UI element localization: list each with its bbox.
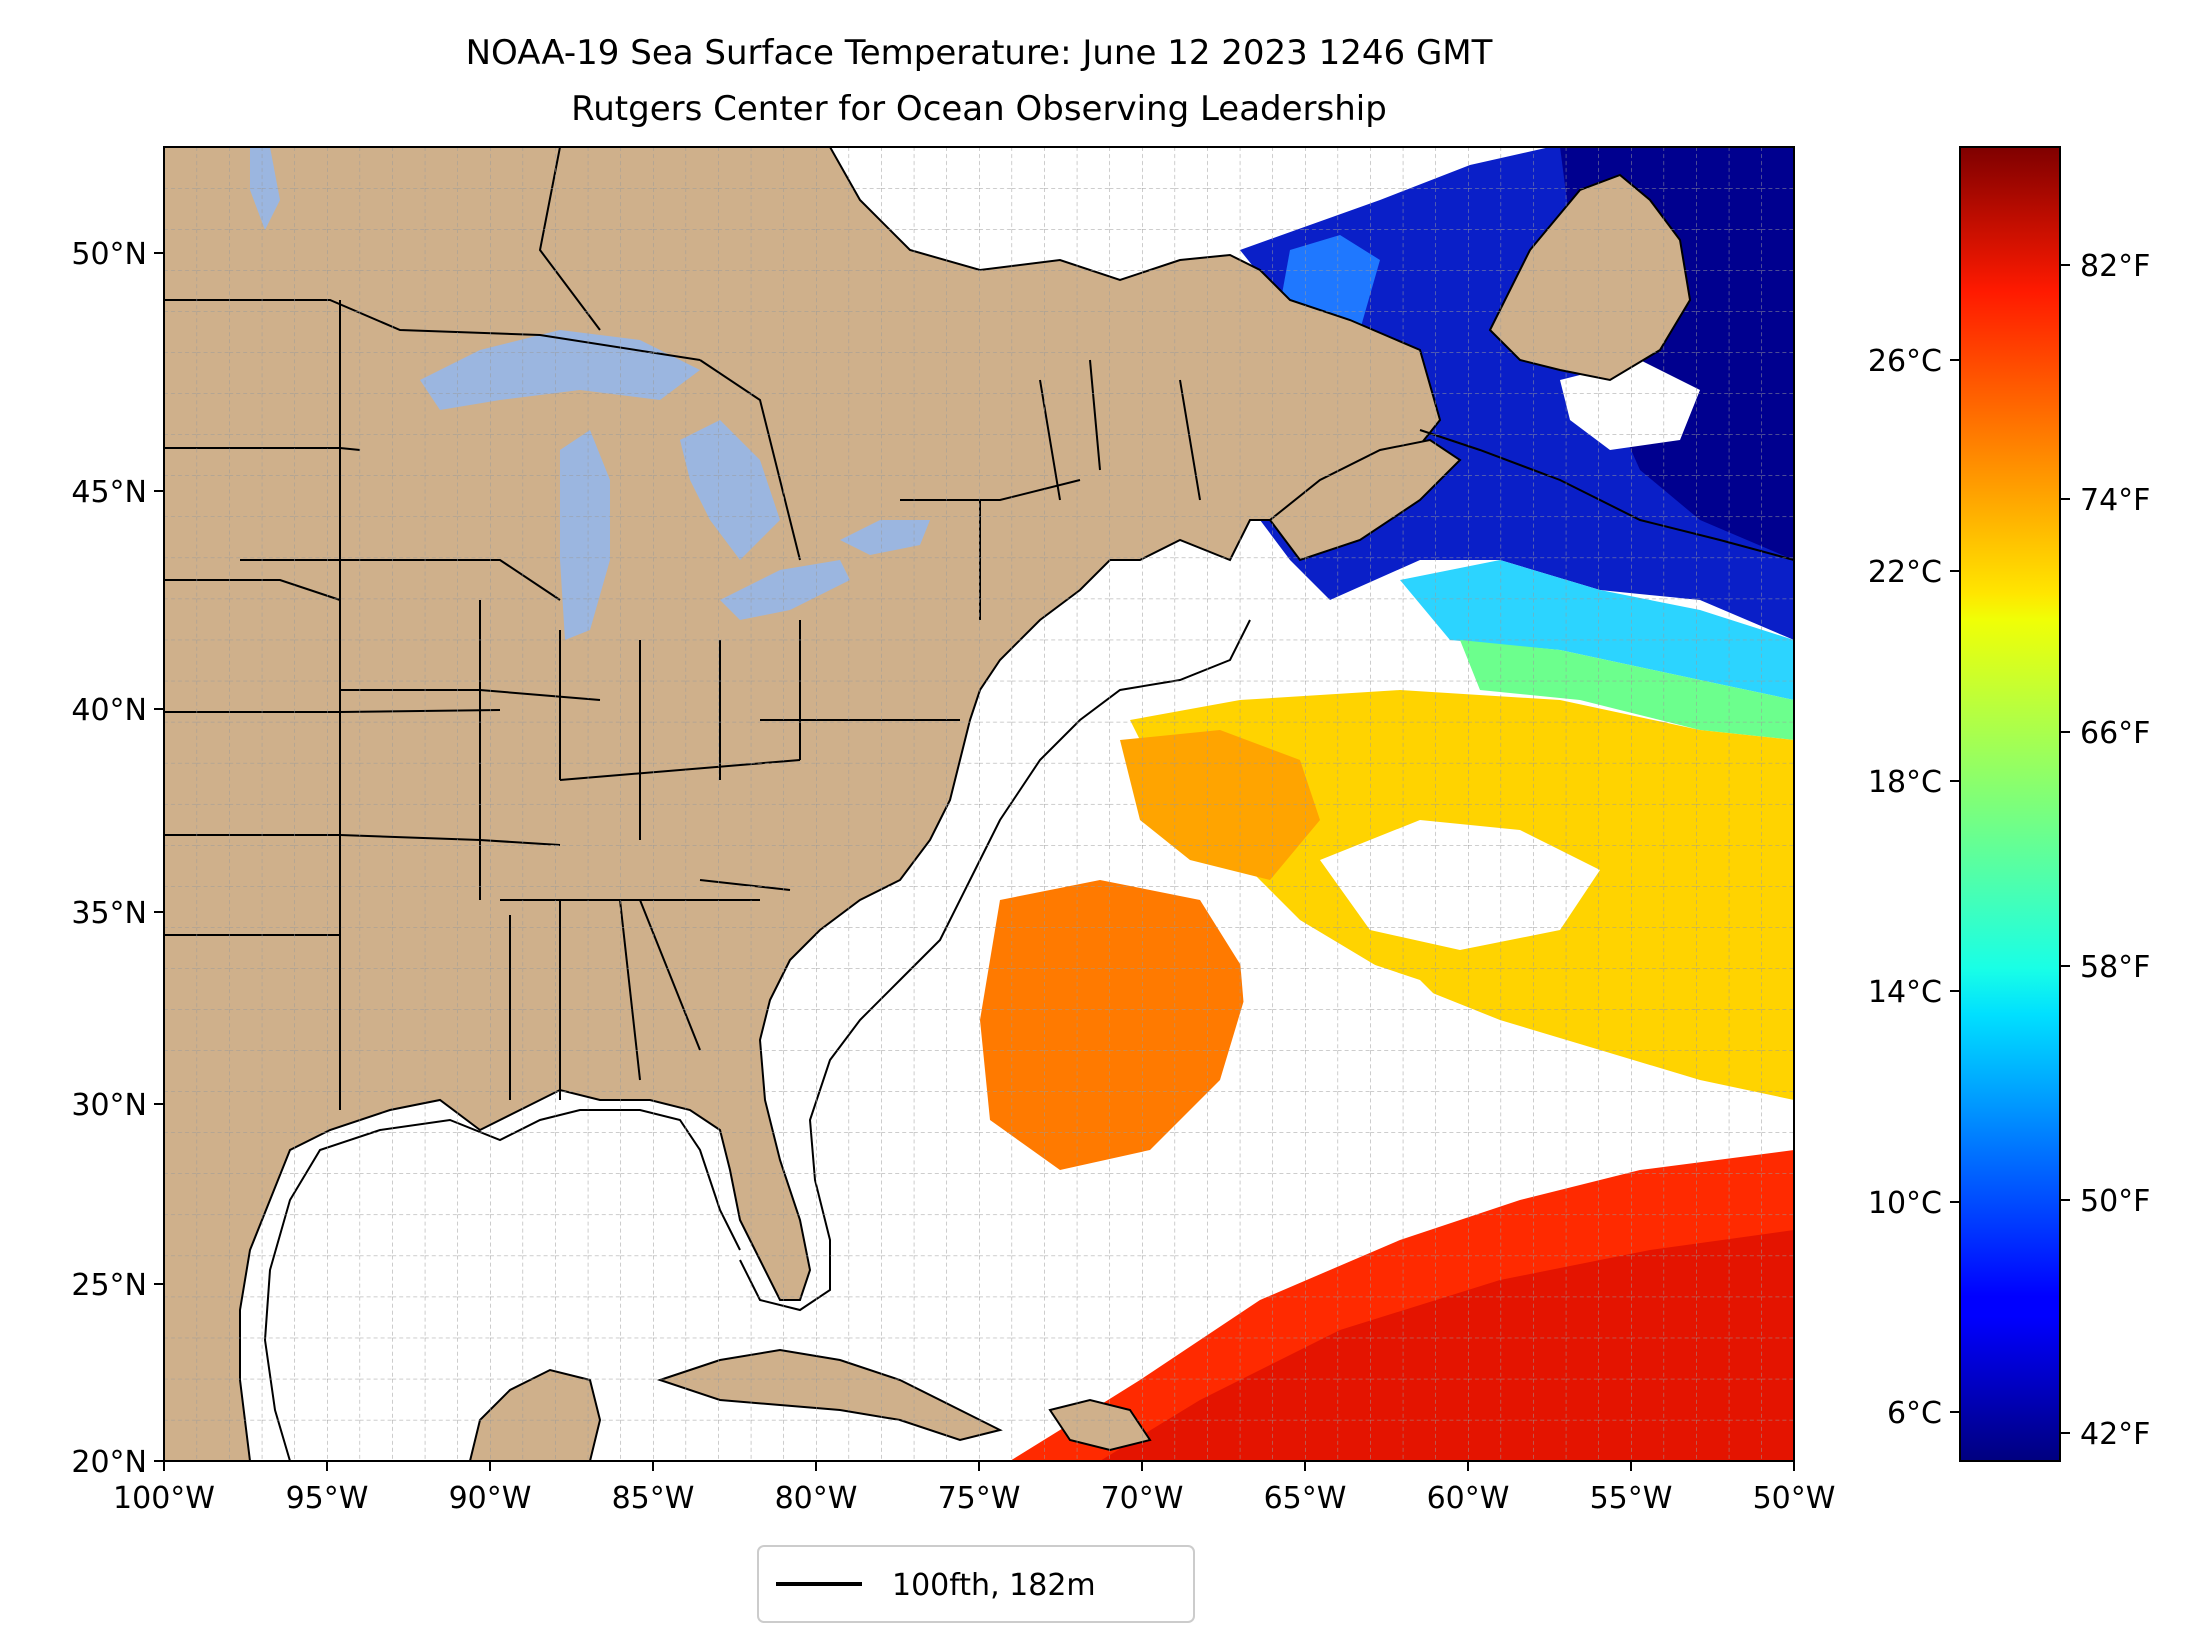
x-tick-label: 80°W xyxy=(775,1481,858,1516)
legend-box xyxy=(757,1545,1195,1623)
celsius-tick-label: 10°C xyxy=(1868,1186,1942,1221)
x-tick-label: 90°W xyxy=(449,1481,532,1516)
y-tick-label: 45°N xyxy=(71,475,147,510)
fahrenheit-ticks xyxy=(2060,264,2070,1434)
y-tick-label: 25°N xyxy=(71,1268,147,1303)
celsius-tick-label: 6°C xyxy=(1887,1396,1942,1431)
celsius-tick-label: 18°C xyxy=(1868,765,1942,800)
x-tick-label: 75°W xyxy=(938,1481,1021,1516)
x-tick-label: 60°W xyxy=(1427,1481,1510,1516)
celsius-tick-label: 26°C xyxy=(1868,344,1942,379)
x-tick-label: 85°W xyxy=(612,1481,695,1516)
x-tick-label: 50°W xyxy=(1753,1481,1836,1516)
legend-label: 100fth, 182m xyxy=(892,1568,1096,1603)
fahrenheit-labels: 42°F 50°F 58°F 66°F 74°F 82°F xyxy=(2080,249,2150,1452)
y-tick-label: 50°N xyxy=(71,237,147,272)
colorbar-gradient xyxy=(1959,146,2061,1462)
celsius-ticks xyxy=(1950,359,1960,1413)
fahrenheit-tick-label: 74°F xyxy=(2080,483,2150,518)
y-tick-label: 40°N xyxy=(71,693,147,728)
fahrenheit-tick-label: 42°F xyxy=(2080,1417,2150,1452)
fahrenheit-tick-label: 82°F xyxy=(2080,249,2150,284)
celsius-tick-label: 14°C xyxy=(1868,975,1942,1010)
lat-lon-grid xyxy=(164,147,1794,1461)
fahrenheit-tick-label: 50°F xyxy=(2080,1184,2150,1219)
x-tick-label: 65°W xyxy=(1264,1481,1347,1516)
title-line-1: NOAA-19 Sea Surface Temperature: June 12… xyxy=(466,33,1493,73)
y-axis xyxy=(154,252,164,1462)
fahrenheit-tick-label: 66°F xyxy=(2080,716,2150,751)
y-tick-label: 30°N xyxy=(71,1088,147,1123)
x-tick-label: 70°W xyxy=(1101,1481,1184,1516)
celsius-labels: 6°C 10°C 14°C 18°C 22°C 26°C xyxy=(1868,344,1942,1431)
x-tick-label: 95°W xyxy=(286,1481,369,1516)
y-tick-labels: 20°N 25°N 30°N 35°N 40°N 45°N 50°N xyxy=(71,237,147,1480)
x-tick-labels: 100°W 95°W 90°W 85°W 80°W 75°W 70°W 65°W… xyxy=(113,1481,1835,1516)
x-tick-label: 55°W xyxy=(1590,1481,1673,1516)
colorbar: 6°C 10°C 14°C 18°C 22°C 26°C 42°F 50°F 5… xyxy=(1868,146,2150,1462)
title-line-2: Rutgers Center for Ocean Observing Leade… xyxy=(571,89,1387,129)
y-tick-label: 20°N xyxy=(71,1445,147,1480)
legend: 100fth, 182m xyxy=(757,1545,1195,1623)
celsius-tick-label: 22°C xyxy=(1868,555,1942,590)
x-tick-label: 100°W xyxy=(113,1481,215,1516)
y-tick-label: 35°N xyxy=(71,896,147,931)
x-axis xyxy=(163,1461,1795,1471)
map-panel xyxy=(164,147,1794,1461)
fahrenheit-tick-label: 58°F xyxy=(2080,950,2150,985)
